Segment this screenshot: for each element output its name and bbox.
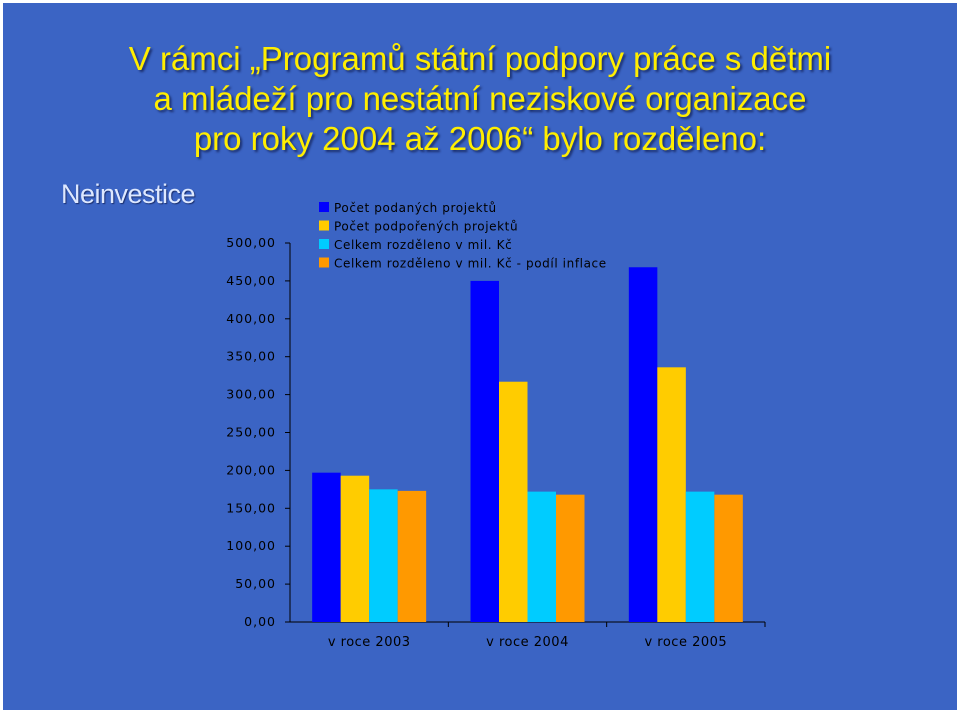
x-category-label: v roce 2005 <box>644 635 727 650</box>
slide-title: V rámci „Programů státní podpory práce s… <box>3 39 957 159</box>
bar-4-1 <box>397 490 427 622</box>
y-tick-label: 300,00 <box>226 387 276 402</box>
axis-layer: 0,00 50,00 100,00 150,00 200,00 250,00 300,00 3… <box>226 235 766 650</box>
y-tick-label: 500,00 <box>226 235 276 250</box>
legend-label: Počet podpořených projektů <box>334 220 518 234</box>
x-category-label: v roce 2004 <box>486 635 569 650</box>
title-line-2: a mládeží pro nestátní neziskové organiz… <box>153 80 807 117</box>
title-line-3: pro roky 2004 až 2006“ bylo rozděleno: <box>193 120 767 157</box>
bar-1-2 <box>470 280 499 622</box>
y-tick-label: 0,00 <box>244 614 276 629</box>
y-tick-label: 400,00 <box>226 311 276 326</box>
bar-3-2 <box>527 491 556 622</box>
bar-4-2 <box>556 494 585 622</box>
title-line-1: V rámci „Programů státní podpory práce s… <box>128 40 832 77</box>
section-label: Neinvestice <box>61 179 196 209</box>
bar-2-3 <box>657 367 686 622</box>
y-tick-label: 200,00 <box>226 462 276 477</box>
legend-swatch <box>319 202 329 212</box>
y-tick-label: 150,00 <box>226 500 276 515</box>
legend-swatch <box>319 257 329 268</box>
bar-4-3 <box>714 494 743 622</box>
y-tick-label: 450,00 <box>226 273 276 288</box>
bar-2-1 <box>340 475 370 622</box>
y-tick-label: 250,00 <box>226 425 276 440</box>
x-category-label: v roce 2003 <box>328 635 411 650</box>
legend-label: Celkem rozděleno v mil. Kč <box>334 238 512 252</box>
legend: Počet podaných projektů Počet podpořených… <box>319 201 607 271</box>
legend-swatch <box>319 220 329 231</box>
legend-swatch <box>319 239 329 249</box>
y-tick-label: 100,00 <box>226 538 276 553</box>
bar-1-1 <box>312 472 341 622</box>
bar-3-3 <box>685 491 715 622</box>
bar-3-1 <box>369 489 398 622</box>
bars-layer <box>312 267 743 622</box>
legend-label: Počet podaných projektů <box>334 201 497 215</box>
bar-1-3 <box>628 267 658 622</box>
y-tick-label: 50,00 <box>235 576 276 591</box>
legend-label: Celkem rozděleno v mil. Kč - podíl infla… <box>334 257 607 271</box>
bar-2-2 <box>499 381 528 622</box>
y-tick-label: 350,00 <box>226 349 276 364</box>
